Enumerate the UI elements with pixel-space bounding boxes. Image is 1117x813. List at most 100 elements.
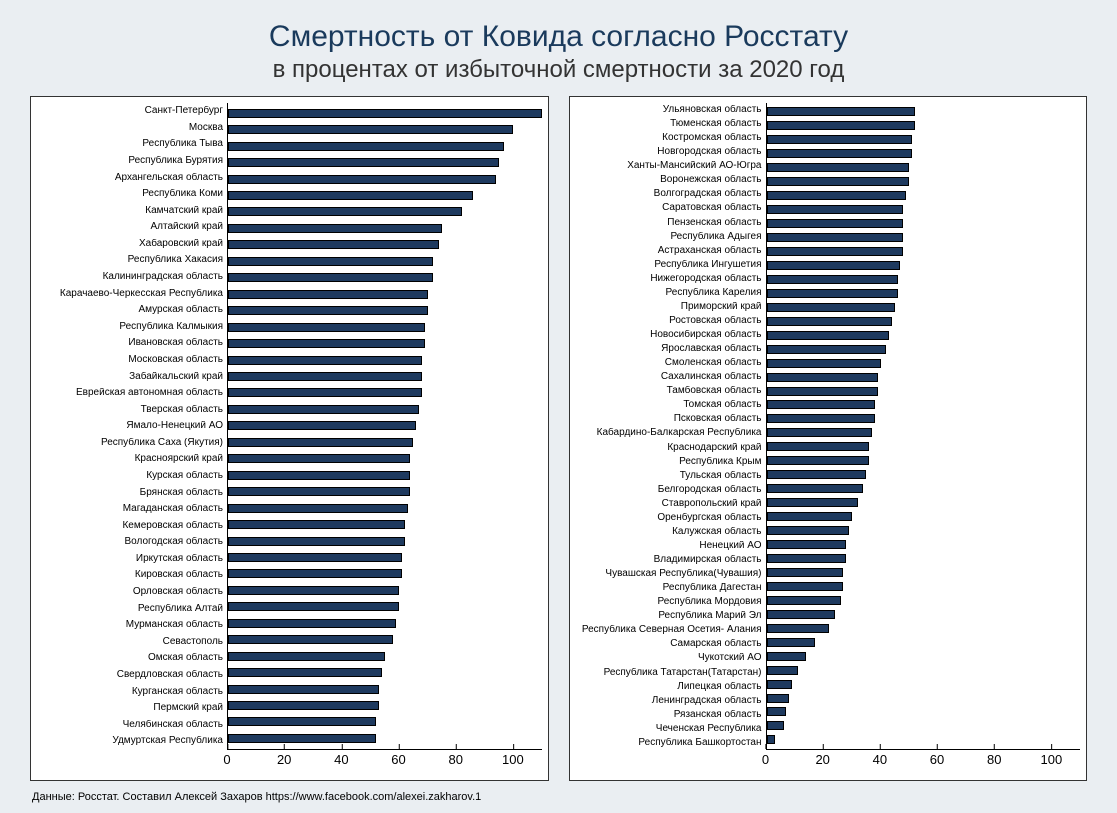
bar — [767, 707, 787, 716]
bar — [228, 207, 462, 216]
bar — [228, 635, 393, 644]
bar — [767, 205, 904, 214]
bar-label: Республика Ингушетия — [576, 260, 766, 270]
bar-label: Владимирская область — [576, 555, 766, 565]
chart-panel-right: Ульяновская область Тюменская область Кост… — [569, 96, 1088, 781]
bar-label: Пензенская область — [576, 218, 766, 228]
bar — [767, 540, 847, 549]
bar-label: Смоленская область — [576, 358, 766, 368]
x-tick: 0 — [762, 752, 769, 767]
bar — [228, 323, 425, 332]
x-tick: 60 — [930, 752, 944, 767]
bar-label: Мурманская область — [37, 620, 227, 630]
bar-label: Республика Тыва — [37, 139, 227, 149]
bar-label: Республика Бурятия — [37, 156, 227, 166]
x-tick: 100 — [1041, 752, 1063, 767]
bar-label: Сахалинская область — [576, 372, 766, 382]
bar — [767, 233, 904, 242]
bar-label: Иркутская область — [37, 554, 227, 564]
bars-col-right — [766, 103, 1081, 750]
bar — [767, 387, 878, 396]
bar — [767, 428, 872, 437]
bar — [228, 125, 513, 134]
bar-label: Москва — [37, 123, 227, 133]
bar — [767, 456, 870, 465]
bar-label: Республика Мордовия — [576, 597, 766, 607]
x-tick: 60 — [391, 752, 405, 767]
bar — [228, 273, 433, 282]
bar — [228, 142, 504, 151]
bar-label: Свердловская область — [37, 670, 227, 680]
bar-label: Республика Карелия — [576, 288, 766, 298]
bar — [767, 526, 850, 535]
bar — [767, 610, 835, 619]
chart-panel-left: Санкт-Петербург Москва Республика Тыва Респ… — [30, 96, 549, 781]
bar-label: Чеченская Республика — [576, 724, 766, 734]
bar — [767, 582, 844, 591]
bar — [228, 109, 542, 118]
bar — [767, 638, 815, 647]
bar-label: Ленинградская область — [576, 696, 766, 706]
bar — [767, 191, 907, 200]
bar — [767, 624, 830, 633]
charts-row: Санкт-Петербург Москва Республика Тыва Респ… — [30, 96, 1087, 781]
bar — [228, 290, 428, 299]
bar-label: Самарская область — [576, 639, 766, 649]
bar-label: Ивановская область — [37, 338, 227, 348]
bar-label: Рязанская область — [576, 710, 766, 720]
bar-label: Пермский край — [37, 703, 227, 713]
x-tick: 100 — [502, 752, 524, 767]
bar — [767, 317, 892, 326]
bar-label: Челябинская область — [37, 720, 227, 730]
bar — [228, 553, 402, 562]
labels-col-right: Ульяновская область Тюменская область Кост… — [576, 103, 766, 750]
bar-label: Новгородская область — [576, 147, 766, 157]
bar — [767, 359, 881, 368]
bar — [228, 257, 433, 266]
x-axis-right: 020406080100 — [766, 752, 1081, 774]
bar-label: Тюменская область — [576, 119, 766, 129]
bar-label: Республика Алтай — [37, 604, 227, 614]
bar-label: Калужская область — [576, 527, 766, 537]
bar-label: Костромская область — [576, 133, 766, 143]
bar-label: Приморский край — [576, 302, 766, 312]
bar — [228, 339, 425, 348]
bar-label: Красноярский край — [37, 454, 227, 464]
bar-label: Ростовская область — [576, 316, 766, 326]
bar — [228, 602, 399, 611]
bar-label: Забайкальский край — [37, 372, 227, 382]
bar — [767, 652, 807, 661]
title-block: Смертность от Ковида согласно Росстату в… — [30, 20, 1087, 84]
bar-label: Республика Дагестан — [576, 583, 766, 593]
bar-label: Санкт-Петербург — [37, 106, 227, 116]
bar — [767, 247, 904, 256]
bar — [228, 405, 419, 414]
chart-page: Смертность от Ковида согласно Росстату в… — [0, 0, 1117, 813]
bar — [228, 388, 422, 397]
bar-label: Оренбургская область — [576, 513, 766, 523]
bar-label: Тульская область — [576, 471, 766, 481]
bar-label: Липецкая область — [576, 682, 766, 692]
bar — [767, 414, 875, 423]
bar — [767, 484, 864, 493]
bar-label: Брянская область — [37, 488, 227, 498]
bar-label: Воронежская область — [576, 175, 766, 185]
bar-label: Курганская область — [37, 687, 227, 697]
x-tick: 80 — [987, 752, 1001, 767]
bar-label: Орловская область — [37, 587, 227, 597]
bar — [767, 721, 784, 730]
bar-label: Вологодская область — [37, 537, 227, 547]
bar-label: Омская область — [37, 653, 227, 663]
bar — [767, 596, 841, 605]
bar — [767, 149, 912, 158]
bar — [228, 356, 422, 365]
bar — [228, 717, 376, 726]
bar — [767, 373, 878, 382]
bar — [228, 586, 399, 595]
bar — [767, 107, 915, 116]
bars-col-left — [227, 103, 542, 750]
bar — [767, 735, 776, 744]
bar-label: Ульяновская область — [576, 105, 766, 115]
bar-label: Республика Татарстан(Татарстан) — [576, 668, 766, 678]
bar — [228, 685, 379, 694]
